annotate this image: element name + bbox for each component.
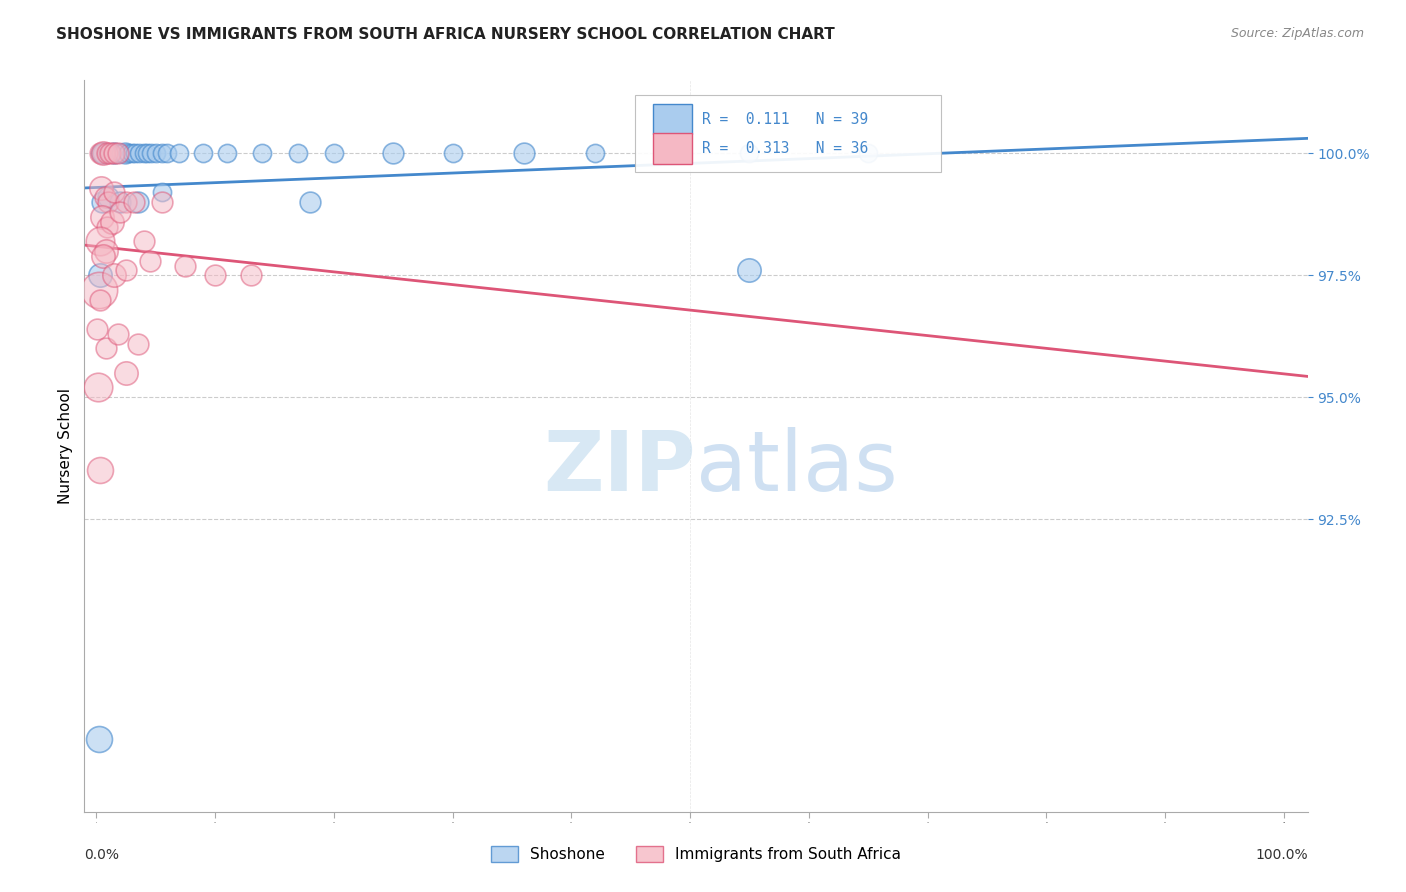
Point	[121, 146, 143, 161]
Point	[513, 146, 536, 161]
Point	[114, 146, 136, 161]
Legend: Shoshone, Immigrants from South Africa: Shoshone, Immigrants from South Africa	[482, 838, 910, 870]
Point	[94, 342, 117, 356]
Point	[93, 146, 115, 161]
Point	[145, 146, 167, 161]
Point	[93, 146, 115, 161]
Point	[122, 195, 145, 210]
Point	[115, 366, 138, 380]
Point	[382, 146, 405, 161]
Point	[96, 146, 118, 161]
Point	[91, 210, 114, 224]
Text: 100.0%: 100.0%	[1256, 848, 1308, 863]
Point	[298, 195, 321, 210]
Text: Source: ZipAtlas.com: Source: ZipAtlas.com	[1230, 27, 1364, 40]
Point	[87, 380, 110, 394]
Text: 0.0%: 0.0%	[84, 848, 120, 863]
Point	[322, 146, 344, 161]
Point	[86, 322, 108, 336]
Point	[132, 234, 155, 248]
Text: SHOSHONE VS IMMIGRANTS FROM SOUTH AFRICA NURSERY SCHOOL CORRELATION CHART: SHOSHONE VS IMMIGRANTS FROM SOUTH AFRICA…	[56, 27, 835, 42]
Point	[108, 205, 131, 219]
Point	[103, 186, 125, 200]
Point	[87, 731, 110, 746]
Point	[100, 146, 122, 161]
Point	[107, 146, 129, 161]
Point	[115, 263, 138, 277]
Point	[136, 146, 159, 161]
Point	[108, 195, 131, 210]
Point	[191, 146, 214, 161]
Point	[103, 146, 125, 161]
Point	[91, 195, 114, 210]
Point	[150, 195, 173, 210]
Text: R =  0.111   N = 39: R = 0.111 N = 39	[702, 112, 869, 127]
Point	[115, 195, 138, 210]
Point	[89, 146, 111, 161]
Point	[287, 146, 309, 161]
Point	[204, 268, 226, 283]
Point	[107, 326, 129, 341]
Point	[239, 268, 262, 283]
Point	[96, 146, 118, 161]
FancyBboxPatch shape	[654, 103, 692, 135]
Point	[107, 146, 129, 161]
Point	[128, 146, 150, 161]
Point	[100, 146, 122, 161]
Point	[138, 253, 160, 268]
Text: atlas: atlas	[696, 427, 897, 508]
Point	[87, 283, 110, 297]
FancyBboxPatch shape	[654, 133, 692, 163]
Point	[93, 190, 115, 204]
Point	[96, 219, 118, 234]
Point	[103, 146, 125, 161]
Point	[97, 195, 120, 210]
Point	[89, 268, 111, 283]
Point	[156, 146, 179, 161]
Point	[150, 186, 173, 200]
Point	[252, 146, 274, 161]
Point	[124, 146, 146, 161]
Point	[441, 146, 464, 161]
Text: R =  0.313   N = 36: R = 0.313 N = 36	[702, 141, 869, 156]
Point	[583, 146, 606, 161]
Point	[856, 146, 879, 161]
Point	[132, 146, 155, 161]
Point	[100, 215, 122, 229]
Point	[89, 463, 111, 477]
Point	[110, 146, 132, 161]
Point	[127, 195, 149, 210]
Point	[738, 146, 761, 161]
Point	[89, 146, 111, 161]
Point	[103, 268, 125, 283]
FancyBboxPatch shape	[636, 95, 941, 171]
Point	[97, 190, 120, 204]
Point	[150, 146, 173, 161]
Point	[94, 244, 117, 258]
Point	[89, 293, 111, 307]
Point	[174, 259, 197, 273]
Point	[89, 234, 111, 248]
Point	[127, 336, 149, 351]
Point	[215, 146, 238, 161]
Point	[90, 180, 112, 194]
Point	[169, 146, 191, 161]
Point	[139, 146, 162, 161]
Point	[117, 146, 139, 161]
Point	[738, 263, 761, 277]
Y-axis label: Nursery School: Nursery School	[58, 388, 73, 504]
Point	[93, 249, 115, 263]
Text: ZIP: ZIP	[544, 427, 696, 508]
